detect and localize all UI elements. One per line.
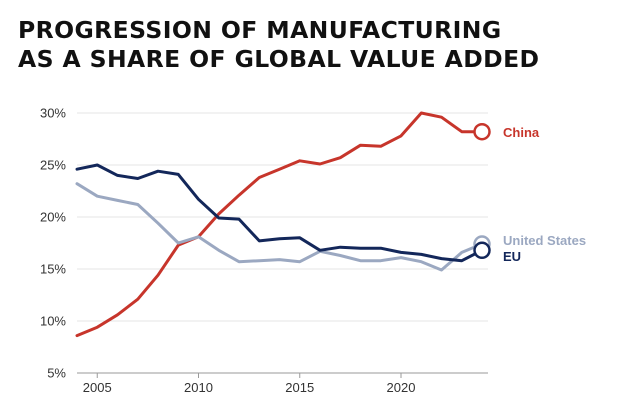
- series-line-united-states: [75, 182, 484, 272]
- series-end-marker-china: [473, 122, 491, 141]
- chart-title-line-1: PROGRESSION OF MANUFACTURING: [18, 16, 502, 44]
- y-tick-label: 30%: [40, 106, 66, 121]
- chart-title-line-2: AS A SHARE OF GLOBAL VALUE ADDED: [18, 45, 540, 73]
- y-tick-label: 15%: [40, 262, 66, 277]
- series-end-marker-eu: [473, 241, 491, 260]
- x-tick-label: 2015: [285, 380, 314, 395]
- chart-title: PROGRESSION OF MANUFACTURING AS A SHARE …: [18, 16, 539, 74]
- y-tick-label: 20%: [40, 210, 66, 225]
- x-tick-label: 2020: [387, 380, 416, 395]
- x-tick-label: 2005: [83, 380, 112, 395]
- series-label-china: China: [503, 125, 540, 140]
- series-label-eu: EU: [503, 249, 521, 264]
- x-tick-label: 2010: [184, 380, 213, 395]
- y-tick-label: 5%: [47, 366, 66, 381]
- series-label-united-states: United States: [503, 233, 586, 248]
- series-line-china: [75, 111, 484, 338]
- y-tick-label: 25%: [40, 158, 66, 173]
- series-line-eu: [75, 163, 484, 263]
- y-tick-label: 10%: [40, 314, 66, 329]
